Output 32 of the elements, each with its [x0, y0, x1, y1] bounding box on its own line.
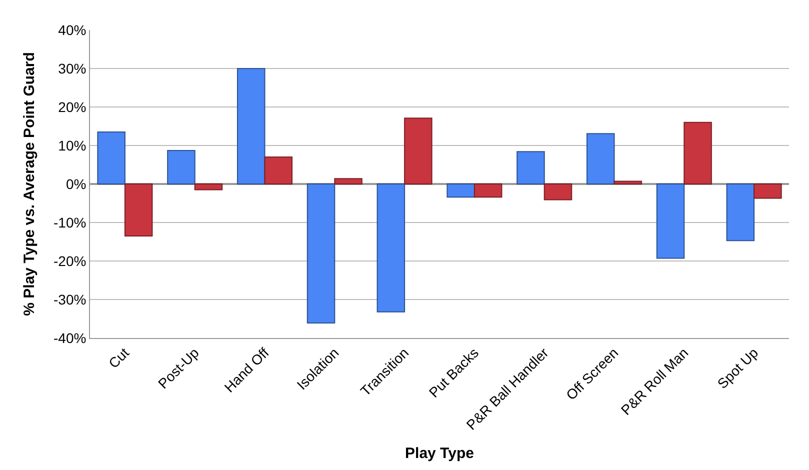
y-tick-label: 10% — [58, 137, 86, 154]
bar — [684, 122, 712, 184]
bar — [656, 184, 685, 259]
y-tick-label: 20% — [58, 98, 86, 115]
bar — [474, 184, 502, 198]
y-axis-title: % Play Type vs. Average Point Guard — [20, 52, 38, 316]
bar — [586, 133, 615, 184]
y-tick-label: 0% — [66, 176, 86, 192]
y-tick-label: -20% — [54, 252, 86, 269]
bar — [167, 150, 196, 184]
y-tick-label: -10% — [54, 214, 86, 230]
y-tick-label: -40% — [54, 330, 86, 346]
y-tick-label: 30% — [58, 60, 86, 76]
y-tick-label: -30% — [54, 291, 86, 308]
bar — [516, 151, 545, 184]
bar — [124, 184, 153, 236]
bar — [726, 184, 755, 242]
bar — [97, 132, 126, 184]
bar — [306, 184, 336, 324]
x-axis-title: Play Type — [405, 444, 474, 462]
bar — [754, 184, 782, 199]
x-tick-label: Cut — [105, 344, 132, 372]
bar — [376, 184, 406, 312]
bar — [544, 184, 572, 200]
y-tick-label: 40% — [58, 22, 86, 38]
bar — [334, 178, 362, 184]
bar — [404, 118, 432, 184]
bar — [236, 68, 266, 184]
bar — [614, 180, 642, 184]
bar — [264, 156, 293, 184]
bar — [194, 184, 223, 190]
bar — [446, 184, 475, 198]
